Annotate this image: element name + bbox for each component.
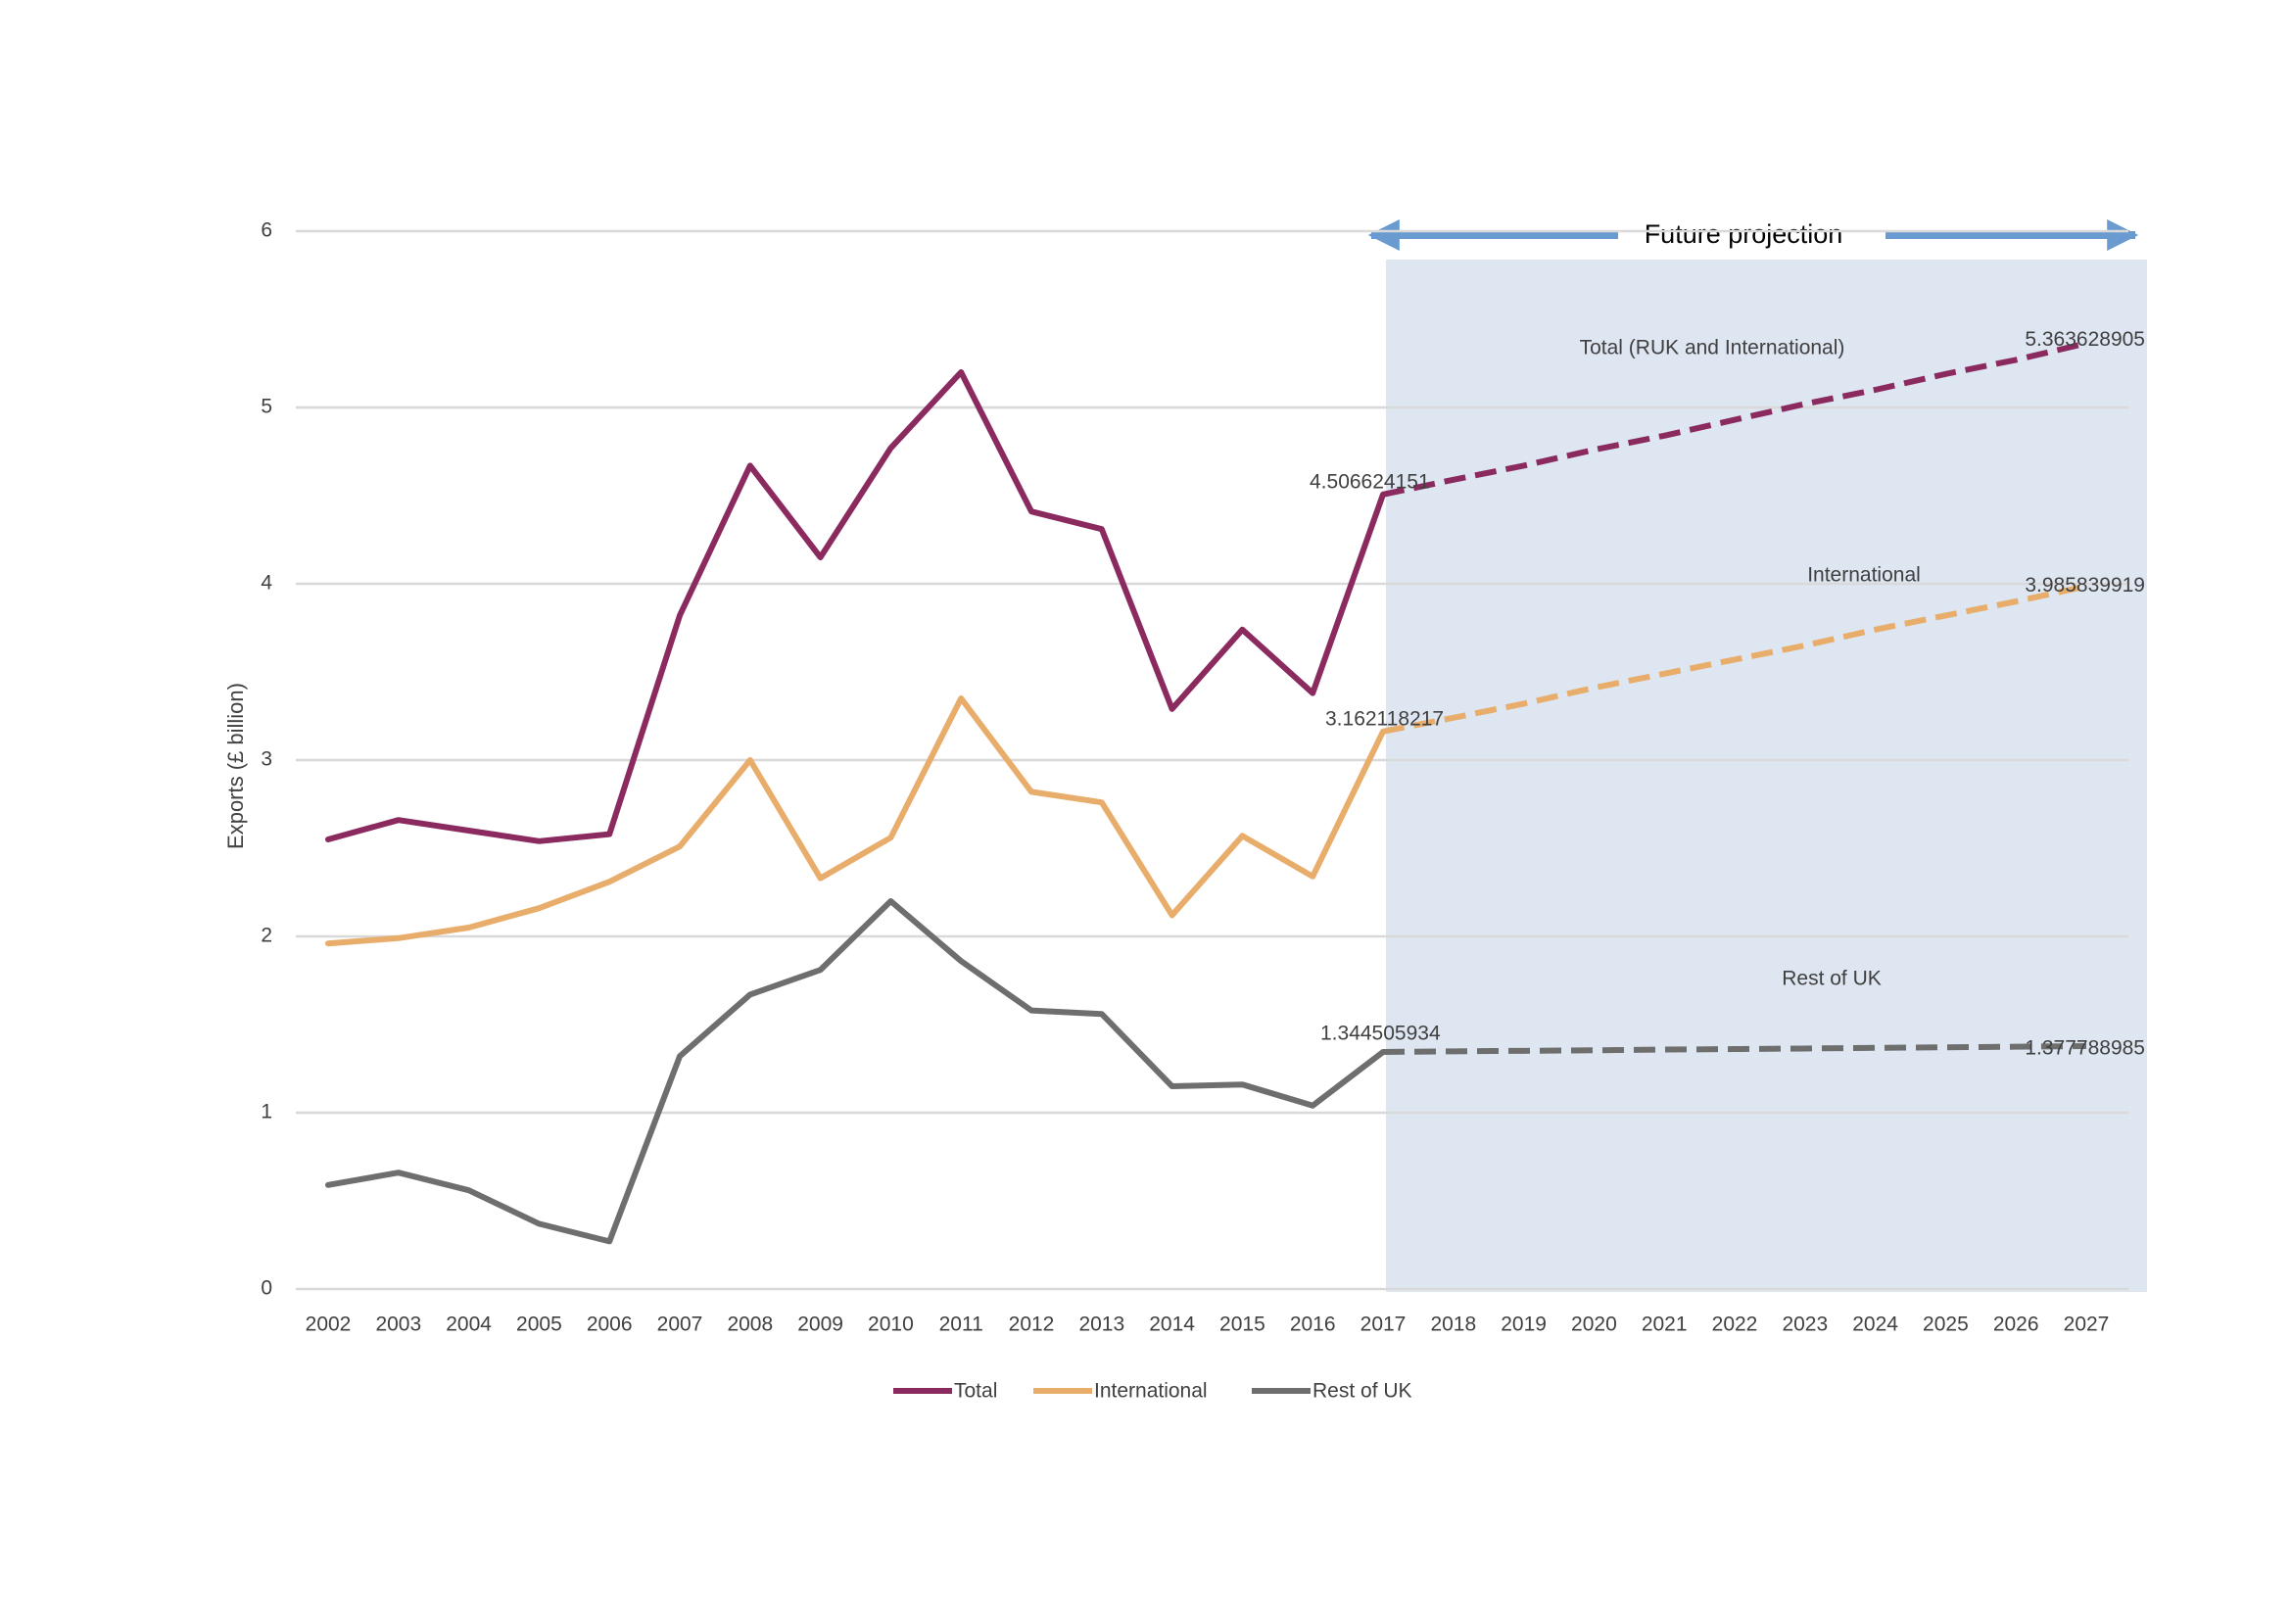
projection-shaded-area: [1386, 260, 2147, 1292]
legend-label: Total: [954, 1380, 997, 1403]
gridlines: [296, 229, 2128, 1291]
projection-region: Future projection: [1367, 219, 2147, 1292]
x-tick-label: 2024: [1852, 1314, 1898, 1336]
projection-label: Future projection: [1645, 219, 1843, 249]
x-tick-label: 2026: [1993, 1314, 2039, 1336]
y-tick-label: 6: [261, 219, 272, 242]
series-line-historical: [325, 898, 1386, 1245]
series-start-value-label: 3.162118217: [1325, 707, 1444, 730]
x-tick-label: 2025: [1923, 1314, 1969, 1336]
x-tick-label: 2010: [868, 1314, 914, 1336]
legend-label: International: [1094, 1380, 1208, 1403]
x-tick-label: 2011: [939, 1314, 983, 1336]
x-tick-label: 2005: [516, 1314, 562, 1336]
x-tick-label: 2015: [1219, 1314, 1265, 1336]
x-tick-label: 2009: [797, 1314, 843, 1336]
legend: Total International Rest of UK: [893, 1380, 1412, 1403]
x-tick-label: 2006: [587, 1314, 633, 1336]
y-tick-label: 3: [261, 748, 272, 771]
series-line-projection: [1382, 1042, 2087, 1055]
x-tick-label: 2004: [446, 1314, 492, 1336]
x-tick-label: 2023: [1782, 1314, 1828, 1336]
y-tick-label: 5: [261, 396, 272, 418]
series-end-value-label: 1.377788985: [2025, 1037, 2145, 1060]
x-tick-label: 2017: [1360, 1314, 1407, 1336]
series-region-label: International: [1807, 564, 1921, 587]
x-tick-label: 2014: [1149, 1314, 1195, 1336]
series-end-value-label: 3.985839919: [2025, 574, 2145, 597]
series-region-label: Total (RUK and International): [1580, 337, 1845, 359]
x-tick-label: 2013: [1078, 1314, 1124, 1336]
x-tick-label: 2016: [1290, 1314, 1336, 1336]
x-tick-label: 2002: [306, 1314, 352, 1336]
x-tick-label: 2020: [1571, 1314, 1617, 1336]
y-tick-label: 0: [261, 1277, 272, 1300]
series-line-historical: [325, 369, 1386, 844]
y-axis-label: Exports (£ billion): [223, 683, 248, 849]
y-tick-label: 2: [261, 925, 272, 947]
legend-label: Rest of UK: [1313, 1380, 1412, 1403]
x-tick-label: 2022: [1712, 1314, 1758, 1336]
x-tick-label: 2021: [1642, 1314, 1688, 1336]
series-line-projection: [1382, 340, 2087, 498]
series-start-value-label: 1.344505934: [1320, 1023, 1441, 1045]
y-tick-label: 4: [261, 572, 272, 595]
series-region-label: Rest of UK: [1782, 968, 1882, 990]
series-start-value-label: 4.506624151: [1310, 470, 1430, 493]
y-tick-label: 1: [261, 1101, 272, 1123]
series-line-historical: [325, 695, 1386, 947]
series-lines: [325, 340, 2087, 1245]
series-line-projection: [1382, 583, 2087, 735]
x-tick-label: 2008: [727, 1314, 773, 1336]
axis-tick-labels: 0 1 2 3 4 5 6 2002 2003 2004 2005 2006 2007 2008 2009 2…: [261, 219, 2109, 1336]
x-tick-label: 2019: [1501, 1314, 1547, 1336]
x-tick-label: 2027: [2064, 1314, 2110, 1336]
x-tick-label: 2018: [1430, 1314, 1476, 1336]
value-annotations: 4.506624151 5.363628905 Total (RUK and Int…: [1310, 328, 2145, 1059]
x-tick-label: 2007: [657, 1314, 703, 1336]
series-end-value-label: 5.363628905: [2025, 328, 2145, 351]
x-tick-label: 2003: [375, 1314, 421, 1336]
x-tick-label: 2012: [1009, 1314, 1055, 1336]
